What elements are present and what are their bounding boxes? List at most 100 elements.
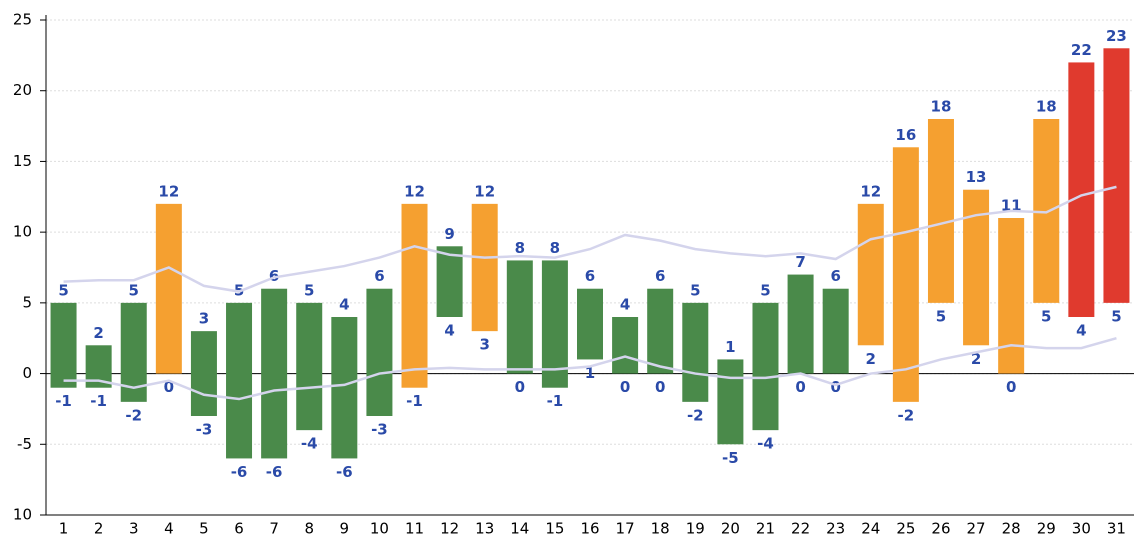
x-tick-label: 23: [826, 520, 845, 537]
x-tick-label: 1: [59, 520, 69, 537]
value-label: 12: [158, 182, 179, 200]
y-tick-label: 5: [22, 293, 32, 311]
bar: [752, 302, 779, 431]
value-label: -6: [266, 463, 283, 481]
value-label: 5: [129, 281, 139, 299]
bar: [471, 203, 498, 332]
x-tick-label: 8: [304, 520, 314, 537]
value-label: -1: [90, 392, 107, 410]
value-label: 6: [374, 267, 384, 285]
y-tick-label: 0: [22, 364, 32, 382]
value-label: -2: [687, 406, 704, 424]
x-tick-label: 21: [756, 520, 775, 537]
x-tick-label: 27: [967, 520, 986, 537]
value-label: 5: [1041, 307, 1051, 325]
bar: [541, 260, 568, 388]
x-tick-label: 31: [1107, 520, 1126, 537]
value-label: 5: [1111, 307, 1121, 325]
bar: [927, 119, 954, 303]
bar: [226, 302, 253, 459]
bar: [822, 288, 849, 374]
value-label: -1: [547, 392, 564, 410]
value-label: 2: [866, 350, 876, 368]
y-tick-label: 20: [13, 81, 32, 99]
y-tick-label: 25: [13, 11, 32, 29]
value-label: -4: [301, 435, 318, 453]
value-label: -6: [231, 463, 248, 481]
value-label: 2: [971, 350, 981, 368]
x-tick-label: 26: [931, 520, 950, 537]
bar: [682, 302, 709, 402]
value-label: -1: [55, 392, 72, 410]
trend-line: [63, 337, 1117, 401]
value-label: 4: [339, 296, 349, 314]
value-label: 7: [795, 253, 805, 271]
x-tick-label: 10: [370, 520, 389, 537]
value-label: 22: [1071, 41, 1092, 59]
value-label: -2: [125, 406, 142, 424]
value-label: 0: [830, 378, 840, 396]
x-tick-label: 24: [861, 520, 880, 537]
x-tick-label: 18: [651, 520, 670, 537]
x-tick-label: 16: [580, 520, 599, 537]
x-tick-label: 29: [1037, 520, 1056, 537]
bar: [261, 288, 288, 459]
bar: [190, 331, 217, 416]
value-label: 13: [966, 168, 987, 186]
value-label: 8: [515, 239, 525, 257]
value-label: 1: [725, 338, 735, 356]
value-label: 0: [620, 378, 630, 396]
value-label: 1: [585, 364, 595, 382]
bar: [366, 288, 393, 416]
value-label: 23: [1106, 27, 1127, 45]
x-tick-label: 3: [129, 520, 139, 537]
value-label: -3: [196, 421, 213, 439]
value-label: 2: [93, 324, 103, 342]
x-tick-label: 4: [164, 520, 174, 537]
value-label: 12: [404, 182, 425, 200]
value-label: 6: [830, 267, 840, 285]
value-label: 4: [1076, 322, 1086, 340]
value-label: -4: [757, 435, 774, 453]
bar: [577, 288, 603, 360]
value-label: 18: [1036, 98, 1057, 116]
value-label: 3: [479, 336, 489, 354]
bar: [155, 203, 182, 374]
value-label: -1: [406, 392, 423, 410]
bar: [998, 218, 1025, 374]
x-tick-label: 9: [340, 520, 350, 537]
x-tick-label: 5: [199, 520, 209, 537]
bar: [612, 317, 639, 374]
value-label: 16: [895, 126, 916, 144]
y-tick-label: 10: [13, 223, 32, 241]
x-tick-label: 2: [94, 520, 104, 537]
y-tick-label: -5: [17, 435, 32, 453]
bar: [892, 147, 919, 402]
trend-line: [63, 185, 1117, 293]
x-tick-label: 19: [686, 520, 705, 537]
value-label: 5: [760, 281, 770, 299]
value-label: 12: [474, 182, 495, 200]
x-tick-label: 14: [510, 520, 529, 537]
value-label: 5: [58, 281, 68, 299]
value-label: -2: [898, 406, 915, 424]
value-label: 5: [936, 307, 946, 325]
bar: [436, 246, 463, 317]
bar: [1068, 62, 1095, 317]
value-label: 4: [620, 296, 630, 314]
bar: [787, 274, 814, 374]
value-label: 4: [444, 322, 454, 340]
value-label: 8: [550, 239, 560, 257]
value-label: 18: [931, 98, 952, 116]
bar: [647, 288, 674, 374]
value-label: 6: [655, 267, 665, 285]
value-label: 9: [444, 225, 454, 243]
bar: [1103, 48, 1130, 303]
x-tick-label: 30: [1072, 520, 1091, 537]
x-tick-label: 17: [616, 520, 635, 537]
x-tick-label: 22: [791, 520, 810, 537]
bar: [296, 302, 323, 431]
value-label: 0: [164, 378, 174, 396]
value-label: 12: [860, 182, 881, 200]
